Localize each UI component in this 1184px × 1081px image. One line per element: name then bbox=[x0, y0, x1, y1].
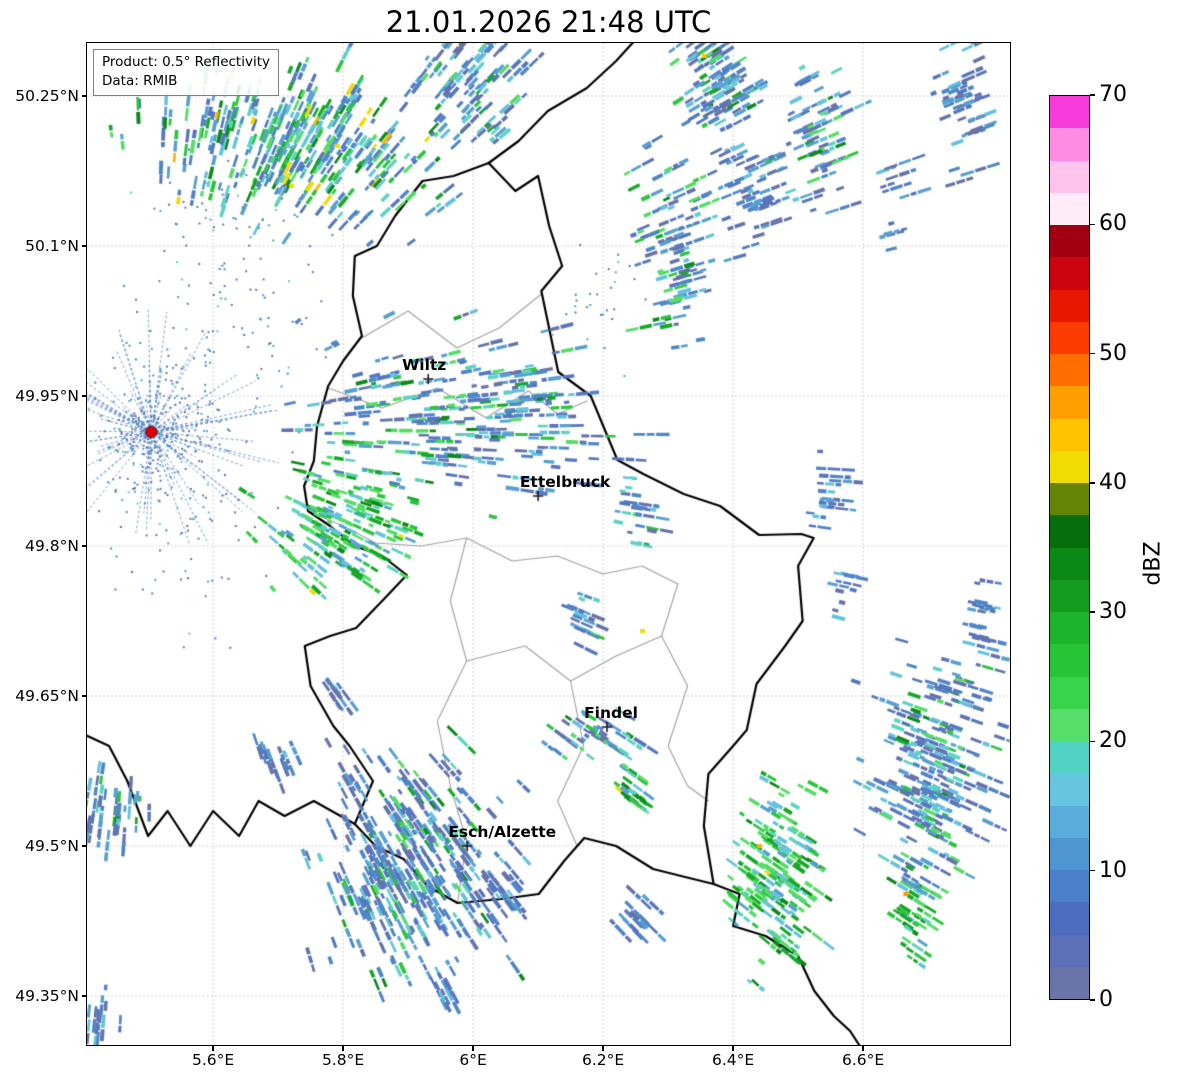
colorbar-tick-mark bbox=[1090, 223, 1095, 226]
colorbar-segment bbox=[1050, 386, 1089, 419]
lon-tick-mark bbox=[342, 1046, 344, 1051]
lon-tick-mark bbox=[212, 1046, 214, 1051]
colorbar-segment bbox=[1050, 128, 1089, 161]
lon-tick-label: 6.6°E bbox=[841, 1051, 885, 1069]
colorbar-tick-label: 40 bbox=[1099, 469, 1127, 495]
lat-tick-label: 49.65°N bbox=[15, 687, 79, 705]
colorbar-segment bbox=[1050, 289, 1089, 322]
page-title: 21.01.2026 21:48 UTC bbox=[385, 5, 712, 39]
colorbar-segment bbox=[1050, 966, 1089, 999]
colorbar-segment bbox=[1050, 805, 1089, 838]
colorbar-segment bbox=[1050, 321, 1089, 354]
colorbar-segment bbox=[1050, 483, 1089, 516]
colorbar-segment bbox=[1050, 837, 1089, 870]
colorbar-tick-label: 0 bbox=[1099, 987, 1113, 1012]
colorbar-tick-label: 50 bbox=[1099, 340, 1127, 366]
radar-map-canvas bbox=[87, 43, 1010, 1045]
lon-tick-mark bbox=[732, 1046, 734, 1051]
colorbar-tick-mark bbox=[1090, 869, 1095, 872]
lon-tick-mark bbox=[472, 1046, 474, 1051]
lon-tick-label: 6.4°E bbox=[711, 1051, 755, 1069]
colorbar-tick-mark bbox=[1090, 740, 1095, 743]
colorbar-segment bbox=[1050, 934, 1089, 967]
colorbar-segment bbox=[1050, 676, 1089, 709]
colorbar-segment bbox=[1050, 547, 1089, 580]
lat-tick-label: 49.8°N bbox=[25, 537, 79, 555]
colorbar-tick-mark bbox=[1090, 999, 1095, 1001]
colorbar-segment bbox=[1050, 644, 1089, 677]
lat-tick-label: 49.35°N bbox=[15, 987, 79, 1005]
colorbar-tick-label: 20 bbox=[1099, 728, 1127, 754]
lon-tick-label: 6.2°E bbox=[581, 1051, 625, 1069]
colorbar-segment bbox=[1050, 579, 1089, 612]
colorbar-segment bbox=[1050, 515, 1089, 548]
lon-tick-label: 5.8°E bbox=[321, 1051, 365, 1069]
info-source-line: Data: RMIB bbox=[102, 72, 178, 89]
colorbar-tick-label: 60 bbox=[1099, 211, 1127, 237]
colorbar-tick-mark bbox=[1090, 352, 1095, 355]
lon-tick-label: 5.6°E bbox=[191, 1051, 235, 1069]
colorbar-gradient bbox=[1049, 95, 1090, 1000]
lon-tick-mark bbox=[602, 1046, 604, 1051]
colorbar-segment bbox=[1050, 257, 1089, 290]
colorbar-tick-mark bbox=[1090, 94, 1095, 96]
lat-tick-label: 49.95°N bbox=[15, 387, 79, 405]
lat-tick-label: 49.5°N bbox=[25, 837, 79, 855]
colorbar-segment bbox=[1050, 225, 1089, 258]
colorbar-segment bbox=[1050, 902, 1089, 935]
colorbar-segment bbox=[1050, 192, 1089, 225]
colorbar-segment bbox=[1050, 160, 1089, 193]
info-box: Product: 0.5° Reflectivity Data: RMIB bbox=[93, 49, 279, 96]
lon-tick-label: 6°E bbox=[459, 1051, 487, 1069]
colorbar-segment bbox=[1050, 708, 1089, 741]
colorbar-tick-label: 10 bbox=[1099, 857, 1127, 883]
colorbar-segment bbox=[1050, 354, 1089, 387]
colorbar-segment bbox=[1050, 870, 1089, 903]
colorbar-segment bbox=[1050, 450, 1089, 483]
info-product-line: Product: 0.5° Reflectivity bbox=[102, 54, 270, 70]
colorbar-tick-label: 30 bbox=[1099, 599, 1127, 625]
colorbar-segment bbox=[1050, 612, 1089, 645]
colorbar-segment bbox=[1050, 773, 1089, 806]
colorbar-segment bbox=[1050, 96, 1089, 129]
lat-tick-label: 50.25°N bbox=[15, 87, 79, 105]
colorbar-tick-label: 70 bbox=[1099, 82, 1127, 107]
colorbar-tick-mark bbox=[1090, 611, 1095, 613]
colorbar-tick-mark bbox=[1090, 482, 1095, 484]
colorbar-segment bbox=[1050, 418, 1089, 451]
colorbar-unit-label: dBZ bbox=[1140, 541, 1166, 586]
lon-tick-mark bbox=[862, 1046, 864, 1051]
lat-tick-label: 50.1°N bbox=[25, 237, 79, 255]
colorbar-segment bbox=[1050, 741, 1089, 774]
